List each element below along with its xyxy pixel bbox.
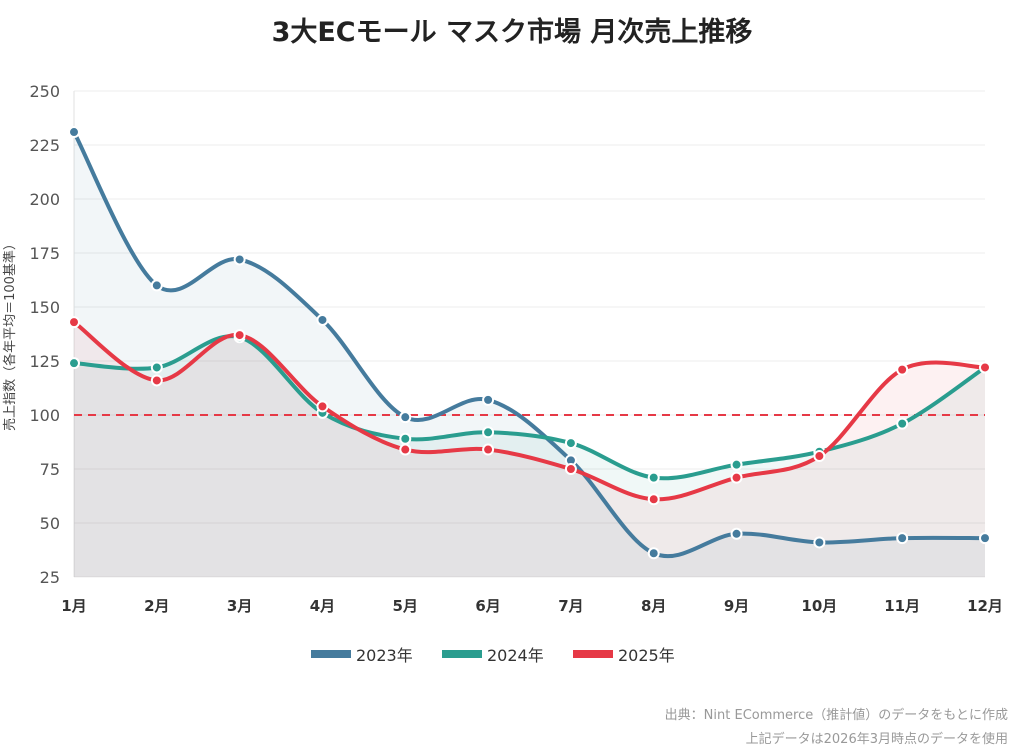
data-point [150,279,163,292]
data-point [233,253,246,266]
data-point [730,471,743,484]
chart-title: 3大ECモール マスク市場 月次売上推移 [271,17,753,48]
y-tick-label: 200 [29,190,60,209]
x-tick-label: 4月 [310,597,335,615]
legend-swatch [573,650,613,658]
x-tick-label: 6月 [475,597,500,615]
data-point [399,432,412,445]
data-point [150,361,163,374]
data-point [233,329,246,342]
y-tick-label: 175 [29,244,60,263]
x-tick-label: 8月 [641,597,666,615]
data-point [896,417,909,430]
legend-swatch [311,650,351,658]
x-tick-label: 2月 [144,597,169,615]
y-tick-label: 25 [40,568,60,587]
x-tick-label: 11月 [884,597,920,615]
y-axis-label: 売上指数（各年平均＝100基準） [2,237,18,431]
legend-label: 2025年 [618,646,675,665]
data-point [482,426,495,439]
legend-label: 2023年 [356,646,413,665]
y-tick-label: 75 [40,460,60,479]
data-point [68,126,80,139]
y-tick-label: 150 [29,298,60,317]
legend-swatch [442,650,482,658]
data-point [68,357,80,370]
y-tick-label: 100 [29,406,60,425]
data-point [647,493,660,506]
data-point [564,463,577,475]
y-tick-label: 125 [29,352,60,371]
x-tick-label: 9月 [724,597,749,615]
data-point [482,443,495,456]
data-date-note: 上記データは2026年3月時点のデータを使用 [745,732,1008,747]
data-point [896,532,909,545]
data-point [316,400,329,413]
data-point [399,443,412,456]
x-tick-label: 10月 [801,597,837,615]
x-tick-label: 1月 [61,597,86,615]
x-tick-label: 7月 [558,597,583,615]
data-point [399,411,412,424]
y-tick-label: 250 [29,82,60,101]
x-tick-label: 5月 [393,597,418,615]
x-tick-label: 12月 [967,597,1003,615]
legend-label: 2024年 [487,646,544,665]
series-area [74,322,985,577]
data-point [730,527,743,540]
source-note: 出典：Nint ECommerce（推計値）のデータをもとに作成 [664,708,1008,723]
series-line [72,320,986,502]
data-point [68,316,80,329]
data-point [730,458,743,471]
data-point [896,363,909,376]
y-tick-label: 50 [40,514,60,533]
data-point [564,437,577,450]
data-point [979,361,991,374]
data-point [647,547,660,560]
y-tick-label: 225 [29,136,60,155]
x-tick-label: 3月 [227,597,252,615]
data-point [482,393,495,406]
data-point [647,471,660,484]
data-point [813,450,826,463]
data-point [979,532,991,545]
data-point [316,313,329,326]
series-area [74,132,985,578]
data-point [813,536,826,549]
data-point [150,374,163,387]
